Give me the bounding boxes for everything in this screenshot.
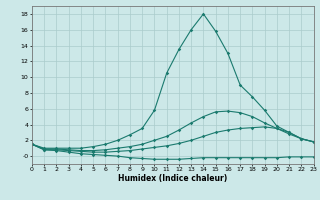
X-axis label: Humidex (Indice chaleur): Humidex (Indice chaleur) xyxy=(118,174,228,183)
